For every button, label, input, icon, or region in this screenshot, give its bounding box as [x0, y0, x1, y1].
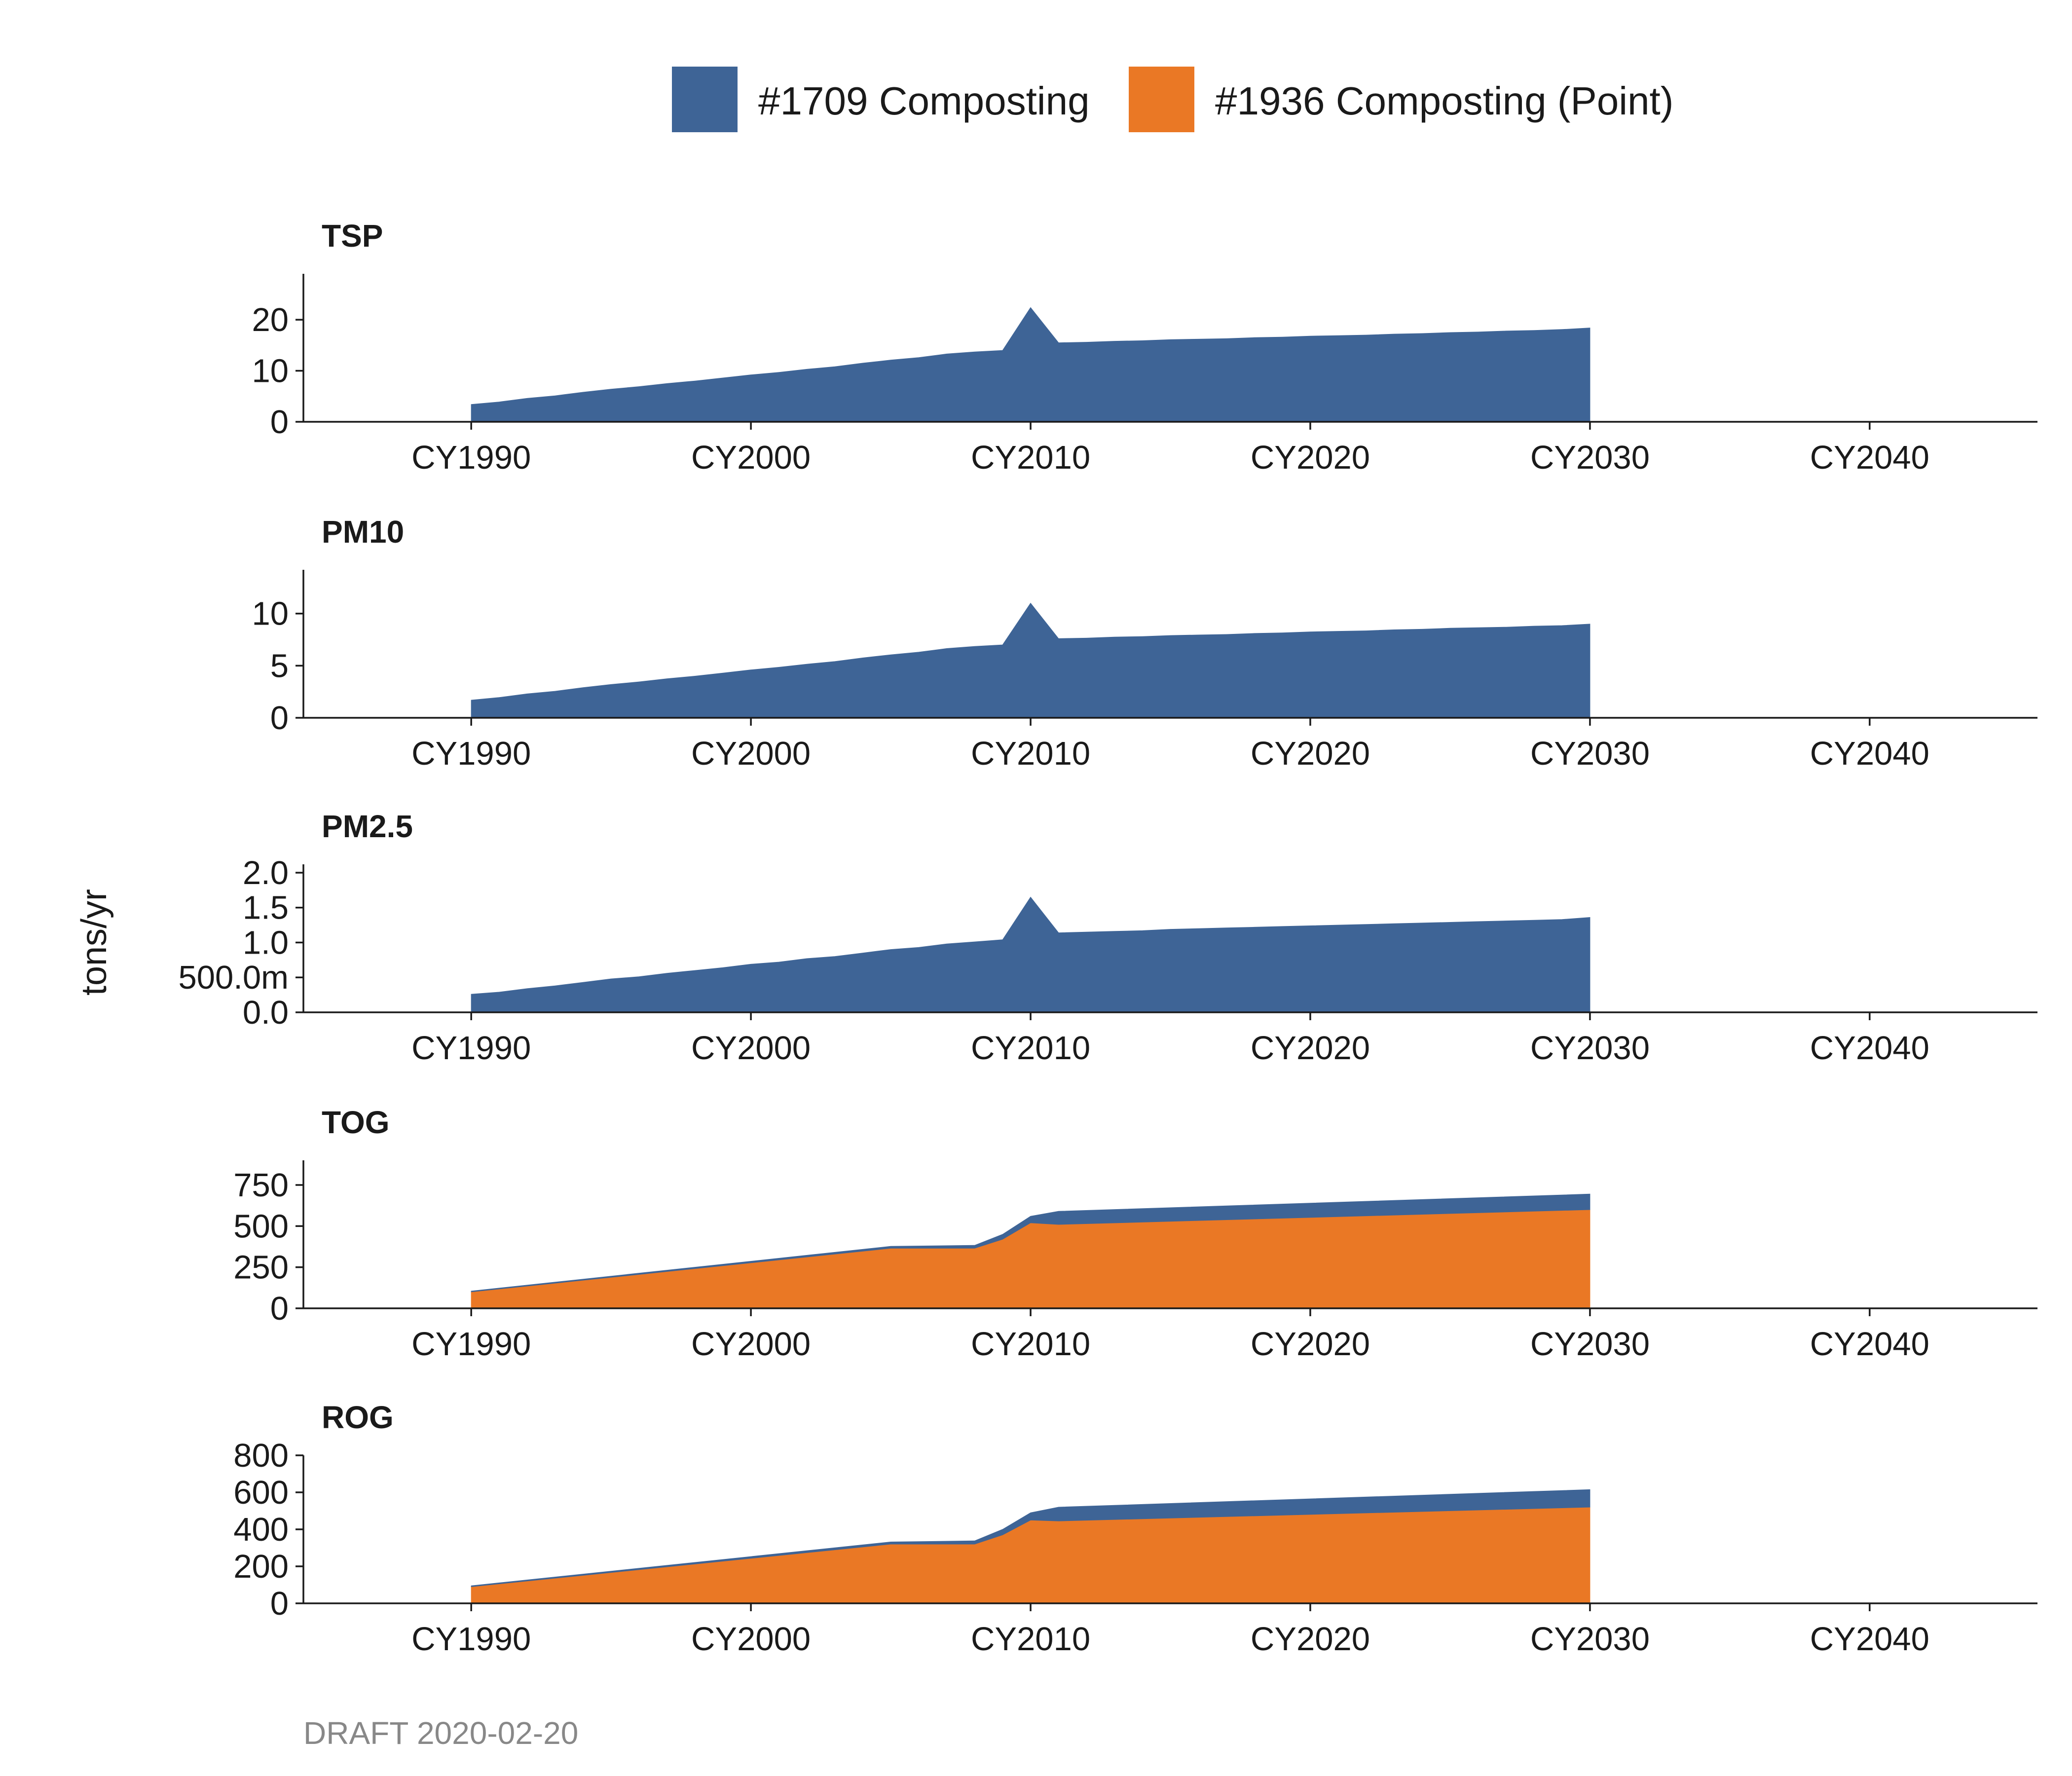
area-1709-composting-tog [471, 1193, 1591, 1293]
x-tick-label: CY2020 [1251, 439, 1370, 476]
panel-title-rog: ROG [322, 1400, 394, 1435]
x-tick-label: CY1990 [411, 439, 531, 476]
x-tick-label: CY2010 [971, 439, 1090, 476]
x-tick-label: CY2040 [1810, 735, 1929, 772]
x-tick-label: CY2020 [1251, 1326, 1370, 1363]
y-tick-label: 10 [252, 595, 289, 632]
area-1709-composting-pm10 [471, 602, 1591, 718]
panel-tog: 0 250 500 750 CY1990 CY2000 CY2010 CY2020 CY2030… [233, 1105, 2037, 1363]
x-tick-label: CY2000 [691, 735, 811, 772]
y-tick-label: 800 [233, 1437, 289, 1474]
x-tick-label: CY2020 [1251, 735, 1370, 772]
x-tick-label: CY2040 [1810, 439, 1929, 476]
y-tick-label: 500.0m [179, 959, 289, 996]
x-tick-label: CY2010 [971, 1030, 1090, 1067]
x-tick-label: CY2030 [1530, 735, 1650, 772]
y-tick-label: 0 [270, 1290, 289, 1327]
y-tick-label: 5 [270, 647, 289, 684]
panel-title-pm2-5: PM2.5 [322, 809, 413, 844]
legend-swatch-1709-composting [672, 67, 738, 132]
x-tick-label: CY2040 [1810, 1326, 1929, 1363]
chart-panels: 0 10 20 CY1990 CY2000 CY2010 CY2020 CY2030 CY204… [179, 218, 2037, 1658]
x-tick-label: CY1990 [411, 1326, 531, 1363]
area-1709-composting-tsp [471, 307, 1591, 422]
y-tick-label: 200 [233, 1548, 289, 1585]
y-tick-label: 0 [270, 700, 289, 737]
y-tick-label: 750 [233, 1167, 289, 1204]
y-tick-label: 400 [233, 1511, 289, 1548]
area-1936-composting-point-rog [471, 1507, 1591, 1604]
x-tick-label: CY1990 [411, 1621, 531, 1658]
y-tick-label: 600 [233, 1474, 289, 1511]
x-tick-label: CY2010 [971, 735, 1090, 772]
x-tick-label: CY2000 [691, 1030, 811, 1067]
x-tick-label: CY2040 [1810, 1621, 1929, 1658]
area-1936-composting-point-tog [471, 1209, 1591, 1309]
x-tick-label: CY2030 [1530, 1326, 1650, 1363]
x-tick-label: CY2030 [1530, 1621, 1650, 1658]
draft-caption: DRAFT 2020-02-20 [303, 1715, 578, 1751]
x-tick-label: CY2020 [1251, 1621, 1370, 1658]
y-tick-label: 0.0 [243, 994, 289, 1031]
area-1709-composting-pm2-5 [471, 896, 1591, 1013]
area-1709-composting-rog [471, 1489, 1591, 1587]
panel-title-pm10: PM10 [322, 514, 404, 550]
y-tick-label: 20 [252, 301, 289, 338]
x-tick-label: CY2020 [1251, 1030, 1370, 1067]
y-tick-label: 250 [233, 1249, 289, 1286]
legend-label-1936-composting-point: #1936 Composting (Point) [1215, 79, 1673, 123]
x-tick-label: CY2030 [1530, 439, 1650, 476]
y-tick-label: 2.0 [243, 854, 289, 891]
panel-pm10: 0 5 10 CY1990 CY2000 CY2010 CY2020 CY2030 CY2040… [252, 514, 2037, 772]
panel-title-tog: TOG [322, 1105, 390, 1140]
y-axis-label: tons/yr [74, 889, 114, 996]
panel-title-tsp: TSP [322, 218, 383, 254]
legend-swatch-1936-composting-point [1129, 67, 1194, 132]
x-tick-label: CY2010 [971, 1621, 1090, 1658]
x-tick-label: CY2000 [691, 439, 811, 476]
x-tick-label: CY2010 [971, 1326, 1090, 1363]
x-tick-label: CY1990 [411, 1030, 531, 1067]
x-tick-label: CY2000 [691, 1621, 811, 1658]
x-tick-label: CY2000 [691, 1326, 811, 1363]
y-tick-label: 10 [252, 353, 289, 390]
y-tick-label: 0 [270, 1585, 289, 1622]
panel-tsp: 0 10 20 CY1990 CY2000 CY2010 CY2020 CY2030 CY204… [252, 218, 2037, 476]
y-tick-label: 1.0 [243, 924, 289, 961]
x-tick-label: CY2030 [1530, 1030, 1650, 1067]
x-tick-label: CY2040 [1810, 1030, 1929, 1067]
legend: #1709 Composting #1936 Composting (Point) [672, 67, 1673, 132]
legend-label-1709-composting: #1709 Composting [758, 79, 1090, 123]
x-tick-label: CY1990 [411, 735, 531, 772]
y-tick-label: 500 [233, 1208, 289, 1245]
y-tick-label: 1.5 [243, 889, 289, 926]
y-tick-label: 0 [270, 404, 289, 441]
